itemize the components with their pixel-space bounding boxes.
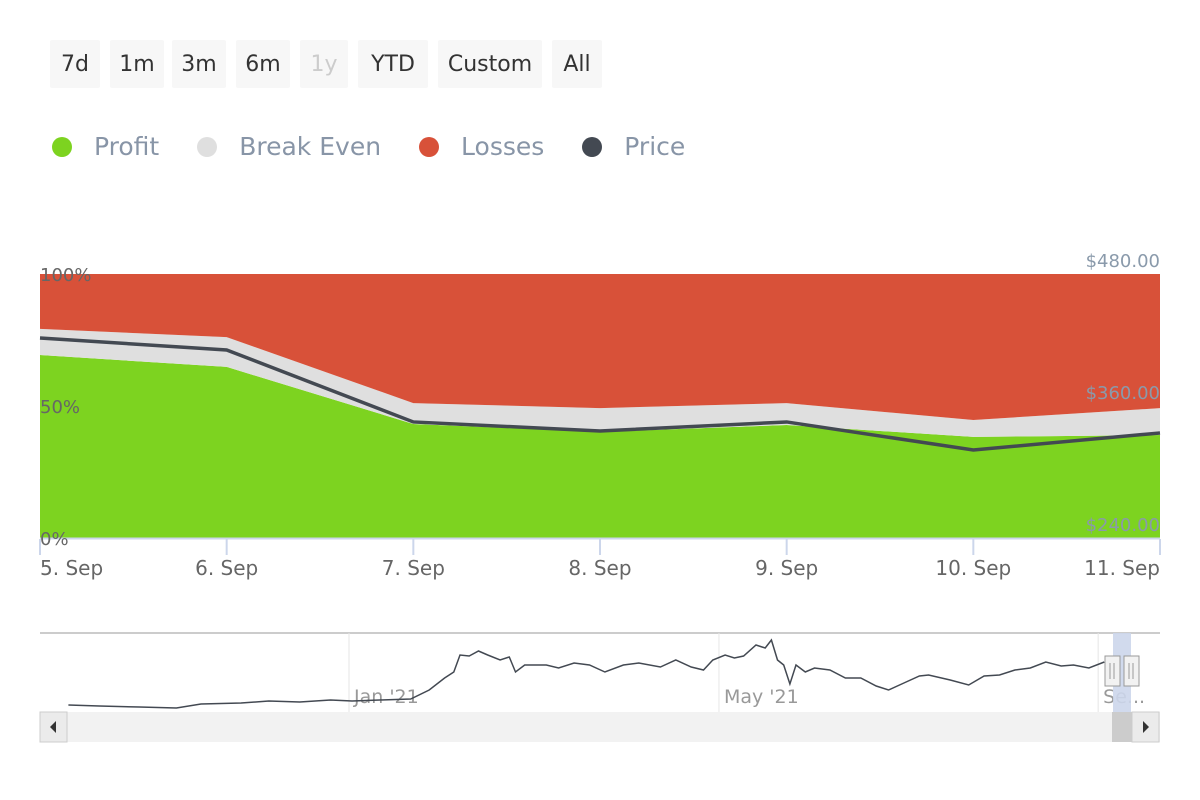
losses-marker-icon [419,136,440,157]
y-right-tick: $240.00 [1086,515,1160,536]
legend-label: Price [624,132,686,161]
legend: Profit Break Even Losses Price [52,132,723,161]
y-left-tick: 0% [40,529,69,550]
navigator-price-line [68,638,1105,709]
scroll-left-button[interactable] [39,711,68,743]
legend-label: Profit [94,132,160,161]
navigator-handle-right[interactable] [1123,655,1140,687]
range-7d-button[interactable]: 7d [50,40,100,88]
price-marker-icon [582,136,603,157]
break-even-marker-icon [197,136,218,157]
range-1m-button[interactable]: 1m [110,40,164,88]
range-1y-button: 1y [300,40,348,88]
x-tick-label: 10. Sep [935,556,1011,580]
scrollbar-thumb[interactable] [1112,712,1132,742]
navigator-selection[interactable] [1113,633,1131,712]
range-ytd-button[interactable]: YTD [358,40,428,88]
x-tick-label: 7. Sep [382,556,445,580]
legend-item-losses[interactable]: Losses [419,132,544,161]
price-line [39,336,1161,452]
legend-item-break-even[interactable]: Break Even [197,132,381,161]
navigator-handle-left[interactable] [1104,655,1121,687]
y-left-tick: 100% [40,265,91,286]
arrow-right-icon [1143,721,1149,733]
legend-label: Losses [461,132,545,161]
x-tick-label: 6. Sep [195,556,258,580]
range-all-button[interactable]: All [552,40,602,88]
x-tick-label: 9. Sep [755,556,818,580]
profit-area [40,355,1160,538]
break-even-area [40,328,1160,437]
y-left-tick: 50% [40,397,80,418]
range-3m-button[interactable]: 3m [172,40,226,88]
losses-area [40,274,1160,420]
legend-item-price[interactable]: Price [582,132,685,161]
legend-label: Break Even [239,132,382,161]
scrollbar-track[interactable] [40,712,1160,742]
range-custom-button[interactable]: Custom [438,40,542,88]
navigator-label: Jan '21 [353,686,419,708]
x-tick-label: 5. Sep [40,556,103,580]
y-right-tick: $360.00 [1086,383,1160,404]
range-6m-button[interactable]: 6m [236,40,290,88]
x-tick-label: 11. Sep [1084,556,1160,580]
profit-marker-icon [52,136,72,157]
y-right-tick: $480.00 [1086,251,1160,272]
scroll-right-button[interactable] [1131,711,1160,743]
x-tick-label: 8. Sep [568,556,631,580]
arrow-left-icon [50,721,56,733]
navigator-label: May '21 [724,686,799,708]
legend-item-profit[interactable]: Profit [52,132,159,161]
